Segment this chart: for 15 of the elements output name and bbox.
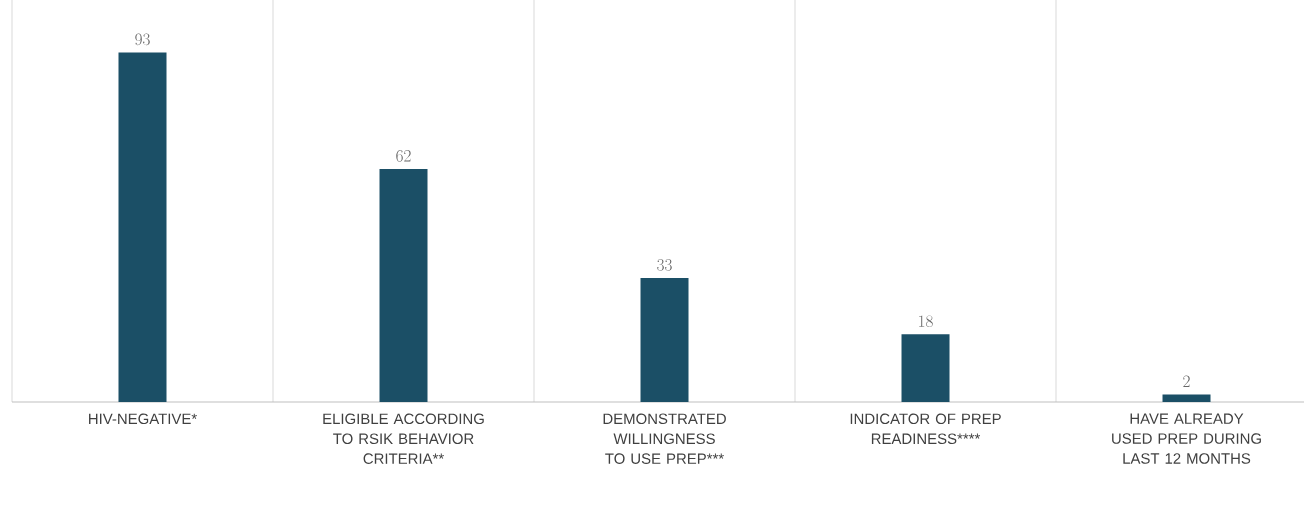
data-label: 33 bbox=[657, 259, 672, 271]
data-label: 2 bbox=[1183, 375, 1190, 387]
data-label: 62 bbox=[396, 150, 411, 162]
x-tick-label: HAVE ALREADY USED PREP DURING LAST 12 MONTHS bbox=[1112, 413, 1261, 464]
data-label: 18 bbox=[919, 315, 933, 328]
x-tick-label: HIV-NEGATIVE* bbox=[89, 413, 197, 425]
x-tick-label: DEMONSTRATED WILLINGNESS TO USE PREP*** bbox=[603, 413, 726, 464]
bar bbox=[1162, 394, 1211, 402]
bar bbox=[379, 168, 428, 402]
data-label: 93 bbox=[135, 33, 150, 46]
bar bbox=[118, 52, 167, 402]
x-tick-label: ELIGIBLE ACCORDING TO RSIK BEHAVIOR CRITERIA** bbox=[323, 413, 484, 464]
x-tick-label: INDICATOR OF PREP READINESS**** bbox=[850, 413, 1001, 445]
bar bbox=[901, 334, 950, 402]
bar bbox=[640, 277, 689, 402]
